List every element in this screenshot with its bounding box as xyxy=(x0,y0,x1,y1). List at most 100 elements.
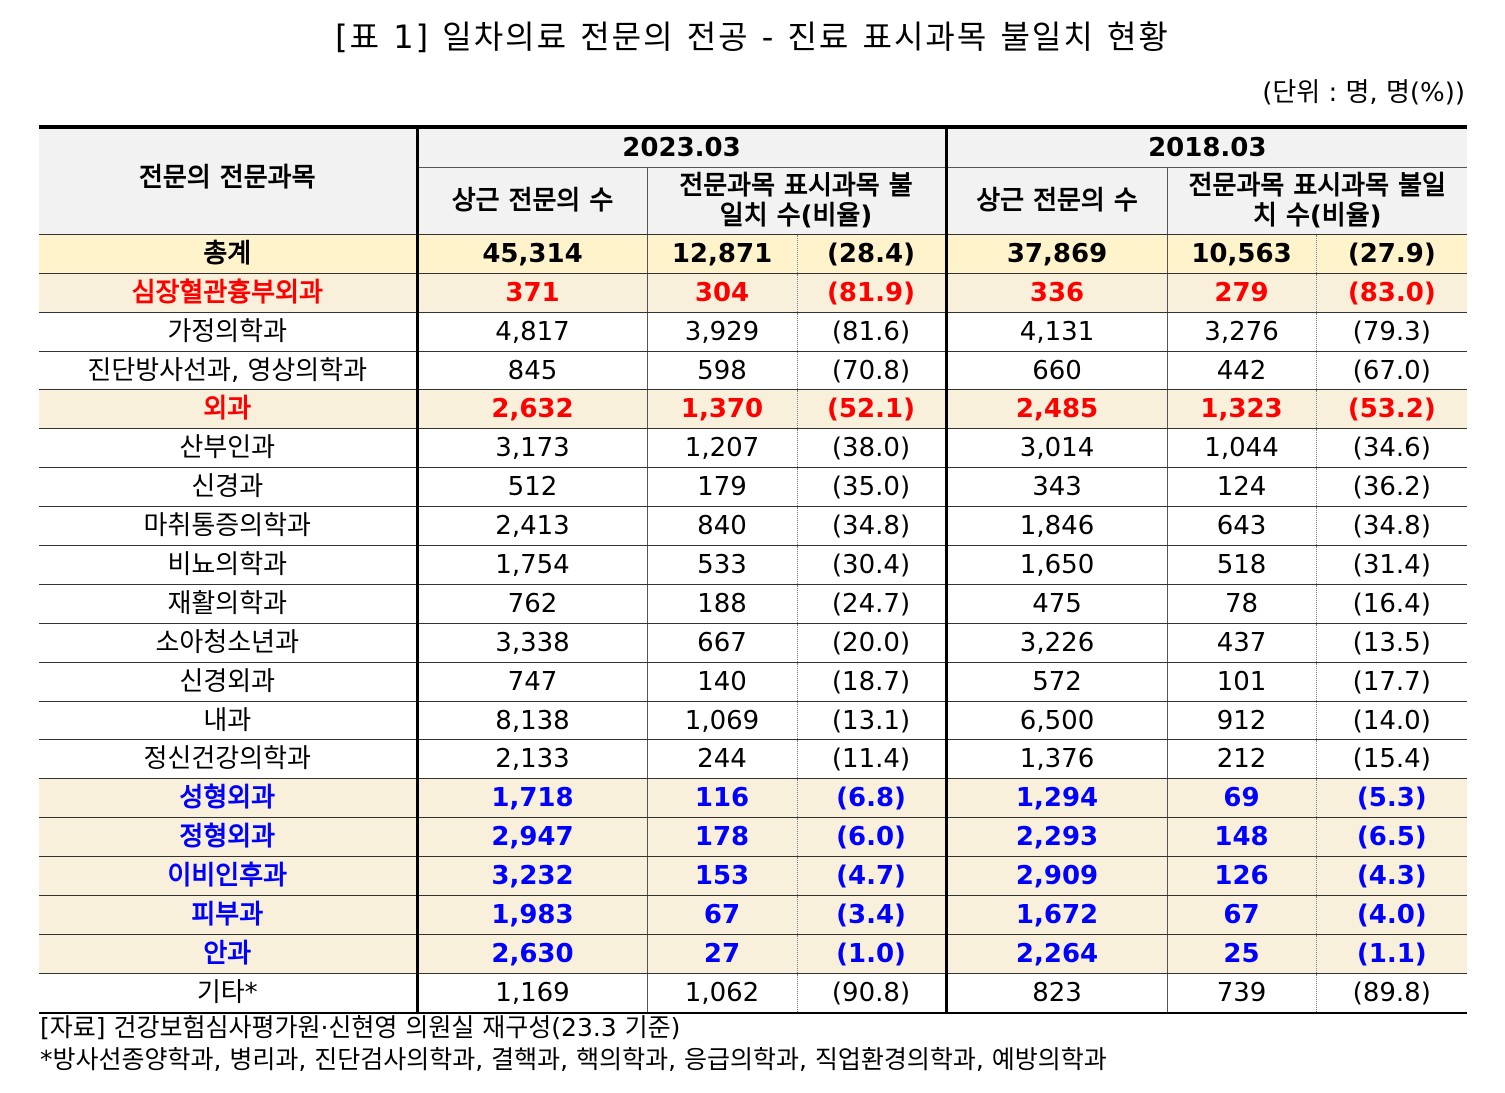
count-2023-cell: 747 xyxy=(417,662,648,702)
specialty-cell: 피부과 xyxy=(39,895,419,935)
ratio-2023-cell: (18.7) xyxy=(797,662,948,702)
count-2023-cell: 2,632 xyxy=(417,389,648,430)
ratio-2023-cell: (6.0) xyxy=(797,817,948,858)
table-row: 이비인후과 3,232 153 (4.7) 2,909 126 (4.3) xyxy=(39,856,1468,897)
count-2018-cell: 3,014 xyxy=(946,428,1168,469)
table-row: 재활의학과 762 188 (24.7) 475 78 (16.4) xyxy=(39,584,1468,624)
ratio-2023-cell: (3.4) xyxy=(797,895,948,935)
count-2018-cell: 2,909 xyxy=(946,856,1168,897)
ratio-2018-cell: (4.0) xyxy=(1316,895,1468,935)
header-mismatch-2023: 전문과목 표시과목 불일치 수(비율) xyxy=(647,167,948,235)
ratio-2018-cell: (83.0) xyxy=(1316,273,1468,313)
count-2023-cell: 2,413 xyxy=(417,506,648,547)
count-2023-cell: 1,718 xyxy=(417,778,648,819)
ratio-2018-cell: (14.0) xyxy=(1316,701,1468,741)
header-row-label: 전문의 전문과목 xyxy=(39,124,419,235)
count-2023-cell: 1,169 xyxy=(417,973,648,1014)
ratio-2023-cell: (34.8) xyxy=(797,506,948,547)
ratio-2018-cell: (17.7) xyxy=(1316,662,1468,702)
table-title: [표 1] 일차의료 전문의 전공 - 진료 표시과목 불일치 현황 xyxy=(335,18,1170,56)
ratio-2018-cell: (36.2) xyxy=(1316,467,1468,508)
ratio-2023-cell: (11.4) xyxy=(797,739,948,780)
mismatch-2023-cell: 179 xyxy=(647,467,798,508)
count-2018-cell: 3,226 xyxy=(946,623,1168,663)
specialty-cell: 신경과 xyxy=(39,467,419,508)
mismatch-2018-cell: 78 xyxy=(1167,584,1317,624)
ratio-2018-cell: (6.5) xyxy=(1316,817,1468,858)
table-row: 기타* 1,169 1,062 (90.8) 823 739 (89.8) xyxy=(39,973,1468,1014)
ratio-2018-cell: (15.4) xyxy=(1316,739,1468,780)
table-row: 신경외과 747 140 (18.7) 572 101 (17.7) xyxy=(39,662,1468,702)
mismatch-2023-cell: 116 xyxy=(647,778,798,819)
mismatch-2018-cell: 124 xyxy=(1167,467,1317,508)
count-2023-cell: 3,173 xyxy=(417,428,648,469)
specialty-cell: 신경외과 xyxy=(39,662,419,702)
specialty-cell: 소아청소년과 xyxy=(39,623,419,663)
mismatch-2023-cell: 1,207 xyxy=(647,428,798,469)
count-2018-cell: 343 xyxy=(946,467,1168,508)
ratio-2023-cell: (30.4) xyxy=(797,545,948,585)
table-row: 피부과 1,983 67 (3.4) 1,672 67 (4.0) xyxy=(39,895,1468,935)
mismatch-2023-cell: 140 xyxy=(647,662,798,702)
count-2018-cell: 1,376 xyxy=(946,739,1168,780)
ratio-2023-cell: (81.6) xyxy=(797,312,948,352)
ratio-2018-cell: (79.3) xyxy=(1316,312,1468,352)
table-row: 정형외과 2,947 178 (6.0) 2,293 148 (6.5) xyxy=(39,817,1468,858)
specialty-cell: 재활의학과 xyxy=(39,584,419,624)
table-row: 가정의학과 4,817 3,929 (81.6) 4,131 3,276 (79.3) xyxy=(39,312,1468,352)
ratio-2023-cell: (81.9) xyxy=(797,273,948,313)
count-2018-cell: 4,131 xyxy=(946,312,1168,352)
specialty-cell: 외과 xyxy=(39,389,419,430)
mismatch-2023-cell: 598 xyxy=(647,351,798,391)
table-row: 성형외과 1,718 116 (6.8) 1,294 69 (5.3) xyxy=(39,778,1468,819)
table-row: 외과 2,632 1,370 (52.1) 2,485 1,323 (53.2) xyxy=(39,389,1468,430)
specialty-cell: 총계 xyxy=(39,234,419,274)
ratio-2018-cell: (1.1) xyxy=(1316,934,1468,974)
count-2018-cell: 2,264 xyxy=(946,934,1168,974)
count-2018-cell: 1,294 xyxy=(946,778,1168,819)
mismatch-2023-cell: 12,871 xyxy=(647,234,798,274)
ratio-2023-cell: (38.0) xyxy=(797,428,948,469)
mismatch-2018-cell: 739 xyxy=(1167,973,1317,1014)
table-row: 소아청소년과 3,338 667 (20.0) 3,226 437 (13.5) xyxy=(39,623,1468,663)
count-2018-cell: 1,650 xyxy=(946,545,1168,585)
ratio-2018-cell: (4.3) xyxy=(1316,856,1468,897)
ratio-2023-cell: (24.7) xyxy=(797,584,948,624)
header-period-2023: 2023.03 xyxy=(417,124,948,168)
count-2018-cell: 336 xyxy=(946,273,1168,313)
mismatch-2023-cell: 27 xyxy=(647,934,798,974)
mismatch-2023-cell: 188 xyxy=(647,584,798,624)
mismatch-2018-cell: 10,563 xyxy=(1167,234,1317,274)
count-2023-cell: 2,947 xyxy=(417,817,648,858)
mismatch-2018-cell: 126 xyxy=(1167,856,1317,897)
count-2018-cell: 1,672 xyxy=(946,895,1168,935)
count-2018-cell: 1,846 xyxy=(946,506,1168,547)
footnote: *방사선종양학과, 병리과, 진단검사의학과, 결핵과, 핵의학과, 응급의학과… xyxy=(40,1045,1107,1074)
table-row: 진단방사선과, 영상의학과 845 598 (70.8) 660 442 (67.0) xyxy=(39,351,1468,391)
mismatch-2018-cell: 279 xyxy=(1167,273,1317,313)
count-2023-cell: 8,138 xyxy=(417,701,648,741)
count-2023-cell: 2,133 xyxy=(417,739,648,780)
mismatch-2023-cell: 840 xyxy=(647,506,798,547)
specialty-cell: 기타* xyxy=(39,973,419,1014)
mismatch-2018-cell: 67 xyxy=(1167,895,1317,935)
count-2023-cell: 2,630 xyxy=(417,934,648,974)
count-2023-cell: 845 xyxy=(417,351,648,391)
ratio-2018-cell: (5.3) xyxy=(1316,778,1468,819)
specialty-cell: 성형외과 xyxy=(39,778,419,819)
count-2018-cell: 37,869 xyxy=(946,234,1168,274)
header-period-2018: 2018.03 xyxy=(946,124,1468,168)
table-row: 마취통증의학과 2,413 840 (34.8) 1,846 643 (34.8) xyxy=(39,506,1468,547)
ratio-2023-cell: (4.7) xyxy=(797,856,948,897)
specialty-cell: 진단방사선과, 영상의학과 xyxy=(39,351,419,391)
source-note: [자료] 건강보험심사평가원·신현영 의원실 재구성(23.3 기준) xyxy=(40,1013,681,1042)
ratio-2018-cell: (31.4) xyxy=(1316,545,1468,585)
count-2018-cell: 823 xyxy=(946,973,1168,1014)
count-2018-cell: 2,293 xyxy=(946,817,1168,858)
notes: [자료] 건강보험심사평가원·신현영 의원실 재구성(23.3 기준) *방사선… xyxy=(40,1012,1107,1076)
table-row: 안과 2,630 27 (1.0) 2,264 25 (1.1) xyxy=(39,934,1468,974)
header-count-2023: 상근 전문의 수 xyxy=(417,167,648,235)
ratio-2023-cell: (70.8) xyxy=(797,351,948,391)
specialty-cell: 이비인후과 xyxy=(39,856,419,897)
specialty-cell: 내과 xyxy=(39,701,419,741)
